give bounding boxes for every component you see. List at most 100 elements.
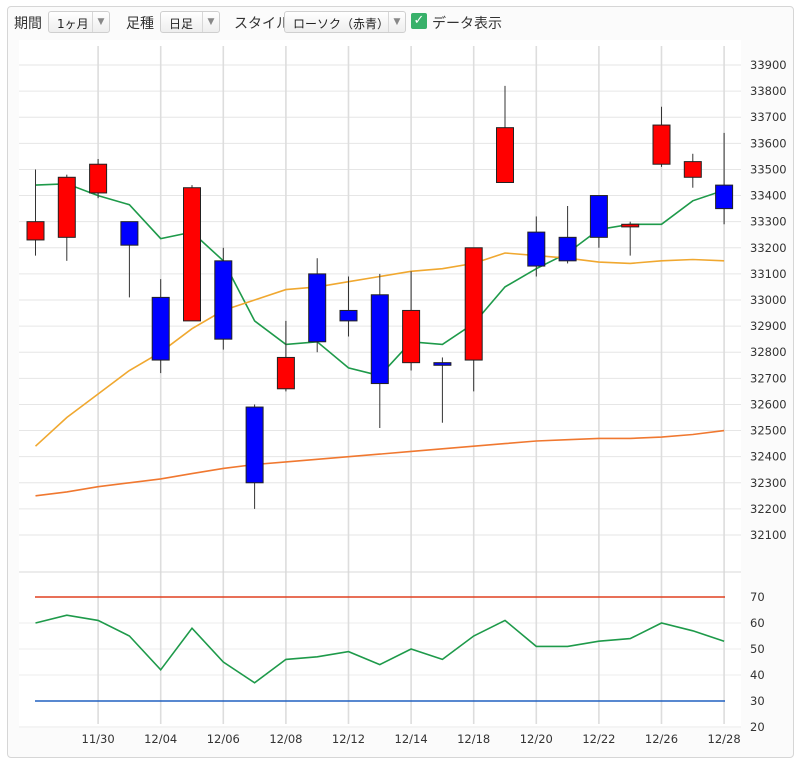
x-tick-label: 12/22: [582, 732, 615, 746]
candle-body: [89, 163, 108, 194]
candle: [558, 206, 577, 264]
candle: [26, 169, 45, 256]
data-display-label: データ表示: [432, 16, 502, 32]
y-tick-label: 33600: [750, 136, 787, 150]
y-tick-label-sub: 30: [750, 694, 765, 708]
y-tick-label: 33200: [750, 241, 787, 255]
y-tick-label: 33000: [750, 293, 787, 307]
candle: [57, 174, 76, 261]
x-tick-label: 12/04: [144, 732, 177, 746]
candle-body: [245, 406, 264, 484]
x-tick-label: 12/08: [269, 732, 302, 746]
candle: [402, 271, 421, 371]
candle: [276, 320, 295, 392]
x-tick-label: 12/18: [457, 732, 490, 746]
y-tick-label: 32500: [750, 424, 787, 438]
y-tick-label: 32900: [750, 319, 787, 333]
candle: [370, 273, 389, 428]
y-tick-label-sub: 60: [750, 616, 765, 630]
candle: [652, 106, 671, 167]
y-tick-label: 32300: [750, 476, 787, 490]
period-label: 期間: [14, 16, 42, 32]
candle: [183, 185, 201, 322]
oscillator-line: [35, 614, 725, 684]
bar-type-label: 足種: [126, 16, 154, 32]
candle-body: [683, 161, 702, 178]
chevron-down-icon: ▼: [92, 12, 109, 32]
y-tick-label: 33300: [750, 215, 787, 229]
x-tick-label: 12/26: [645, 732, 678, 746]
y-tick-label-sub: 40: [750, 668, 765, 682]
candle: [621, 221, 640, 256]
candle-body: [715, 184, 734, 210]
style-label: スタイル: [234, 16, 290, 32]
candle-body: [464, 247, 483, 361]
y-tick-label-sub: 70: [750, 590, 765, 604]
candle-body: [433, 362, 452, 366]
x-tick-label: 12/14: [395, 732, 428, 746]
style-select-value: ローソク（赤青）: [293, 17, 390, 31]
data-display-checkbox[interactable]: ✓: [411, 13, 427, 29]
period-select-value: 1ヶ月: [57, 17, 89, 31]
y-tick-label: 33500: [750, 162, 787, 176]
candle: [120, 221, 139, 298]
candle: [151, 279, 170, 374]
candle-body: [652, 124, 671, 165]
candle-body: [57, 176, 76, 238]
candle-body: [370, 294, 389, 385]
candle: [308, 258, 327, 353]
candle-body: [621, 223, 640, 228]
toolbar: 期間 1ヶ月 ▼ 足種 日足 ▼ スタイル ローソク（赤青） ▼ ✓ データ表示: [0, 0, 800, 36]
y-tick-label: 33800: [750, 84, 787, 98]
candle-body: [183, 187, 201, 322]
style-select[interactable]: ローソク（赤青） ▼: [284, 11, 406, 33]
candle-body: [339, 309, 358, 322]
x-tick-label: 12/06: [207, 732, 240, 746]
candle: [89, 159, 108, 199]
y-tick-label-sub: 50: [750, 642, 765, 656]
candle-body: [558, 236, 577, 262]
candle-body: [589, 195, 608, 238]
y-tick-label: 33100: [750, 267, 787, 281]
candle: [245, 404, 264, 509]
candle: [589, 195, 608, 248]
y-tick-label: 33900: [750, 58, 787, 72]
x-tick-label: 12/12: [332, 732, 365, 746]
y-tick-label: 32700: [750, 371, 787, 385]
y-tick-label: 32800: [750, 345, 787, 359]
y-tick-label: 32200: [750, 502, 787, 516]
candle-body: [214, 260, 233, 340]
candle-body: [402, 309, 421, 364]
ma-long-line: [35, 429, 725, 497]
bar-type-select[interactable]: 日足 ▼: [160, 11, 220, 33]
period-select[interactable]: 1ヶ月 ▼: [48, 11, 110, 33]
y-tick-label: 33400: [750, 189, 787, 203]
candle-body: [26, 221, 45, 241]
candle-body: [308, 273, 327, 343]
candle-body: [527, 231, 546, 267]
candle: [715, 132, 734, 225]
y-tick-label-sub: 20: [750, 720, 765, 734]
candle-body: [120, 221, 139, 246]
y-tick-label: 32100: [750, 528, 787, 542]
candle: [433, 357, 452, 423]
chevron-down-icon: ▼: [202, 12, 219, 32]
y-tick-label: 32600: [750, 397, 787, 411]
candle: [214, 247, 233, 350]
candle: [683, 153, 702, 188]
candle: [339, 276, 358, 337]
x-tick-label: 11/30: [82, 732, 115, 746]
candle: [527, 216, 546, 277]
bar-type-select-value: 日足: [169, 17, 194, 31]
candle-body: [276, 356, 295, 390]
y-tick-label: 32400: [750, 450, 787, 464]
candle-body: [496, 127, 514, 183]
x-tick-label: 12/28: [708, 732, 741, 746]
chevron-down-icon: ▼: [388, 12, 405, 32]
x-tick-label: 12/20: [520, 732, 553, 746]
candle: [464, 247, 483, 392]
candle: [496, 85, 514, 183]
candle-body: [151, 296, 170, 361]
y-tick-label: 33700: [750, 110, 787, 124]
